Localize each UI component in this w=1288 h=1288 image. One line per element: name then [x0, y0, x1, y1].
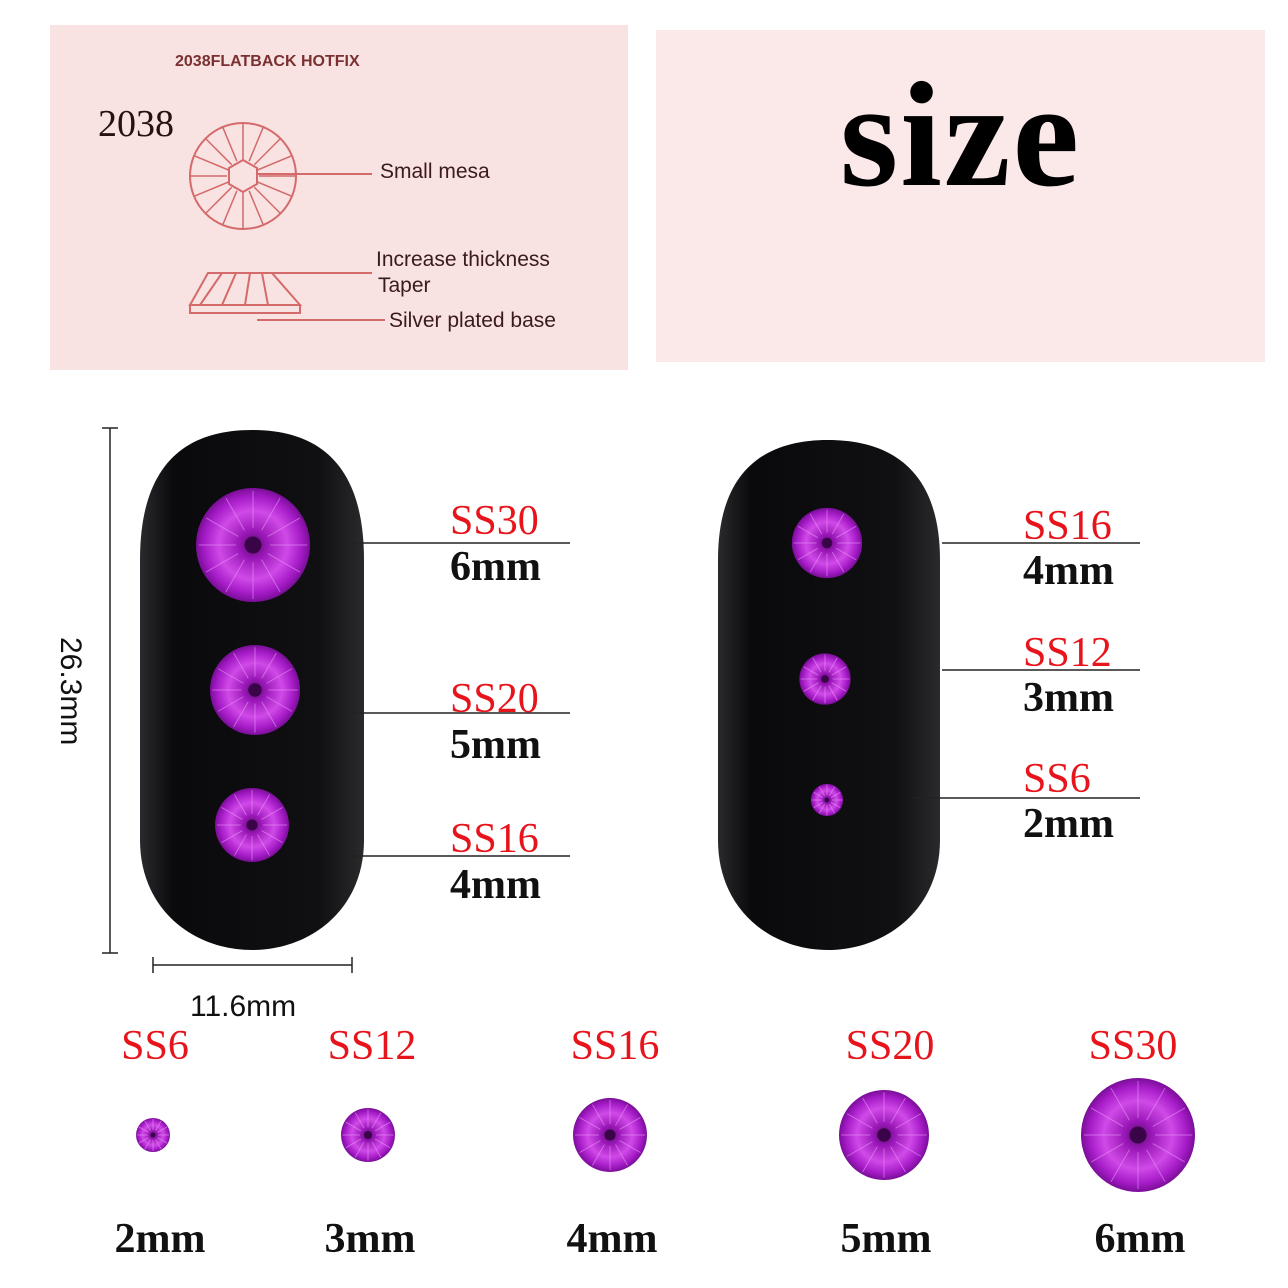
size-code-label: SS16	[1023, 503, 1112, 549]
size-mm-label: 6mm	[1094, 1216, 1186, 1262]
height-dimension	[102, 427, 118, 954]
callout-silver-base: Silver plated base	[389, 309, 556, 332]
size-code-label: SS20	[450, 676, 539, 722]
diagram-header: 2038FLATBACK HOTFIX	[175, 53, 360, 70]
width-label: 11.6mm	[190, 990, 297, 1023]
size-mm-label: 5mm	[450, 722, 541, 768]
size-mm-label: 4mm	[450, 862, 541, 908]
callout-small-mesa: Small mesa	[380, 160, 490, 183]
diagram-panel	[50, 25, 628, 370]
rhinestone	[791, 507, 863, 579]
size-code-label: SS16	[450, 816, 539, 862]
width-dimension	[152, 957, 353, 973]
size-code-label: SS20	[845, 1023, 935, 1069]
title-panel	[656, 30, 1265, 362]
size-title: size	[839, 52, 1082, 218]
size-code-label: SS12	[1023, 630, 1112, 676]
size-code-label: SS6	[121, 1023, 189, 1069]
rhinestone	[136, 1118, 170, 1152]
size-mm-label: 5mm	[840, 1216, 932, 1262]
size-mm-label: 2mm	[114, 1216, 206, 1262]
size-mm-label: 2mm	[1023, 801, 1114, 847]
rhinestone	[1081, 1078, 1195, 1192]
size-mm-label: 4mm	[566, 1216, 658, 1262]
rhinestone	[215, 788, 289, 862]
size-mm-label: 3mm	[1023, 675, 1114, 721]
size-mm-label: 4mm	[1023, 548, 1114, 594]
rhinestone	[341, 1108, 395, 1162]
size-code-label: SS12	[327, 1023, 417, 1069]
height-label: 26.3mm	[54, 637, 87, 746]
callout-increase-thickness: Increase thickness	[376, 248, 550, 271]
callout-taper: Taper	[378, 274, 431, 297]
model-number: 2038	[98, 103, 174, 145]
rhinestone	[196, 488, 310, 602]
rhinestone	[210, 645, 300, 735]
size-code-label: SS30	[450, 498, 539, 544]
gem-side-diagram	[188, 272, 385, 321]
size-code-label: SS6	[1023, 756, 1091, 802]
rhinestone	[810, 783, 844, 817]
size-code-label: SS16	[570, 1023, 660, 1069]
size-mm-label: 3mm	[324, 1216, 416, 1262]
rhinestone	[799, 653, 851, 705]
size-mm-label: 6mm	[450, 544, 541, 590]
rhinestone	[839, 1090, 929, 1180]
rhinestone	[573, 1098, 647, 1172]
size-code-label: SS30	[1088, 1023, 1178, 1069]
